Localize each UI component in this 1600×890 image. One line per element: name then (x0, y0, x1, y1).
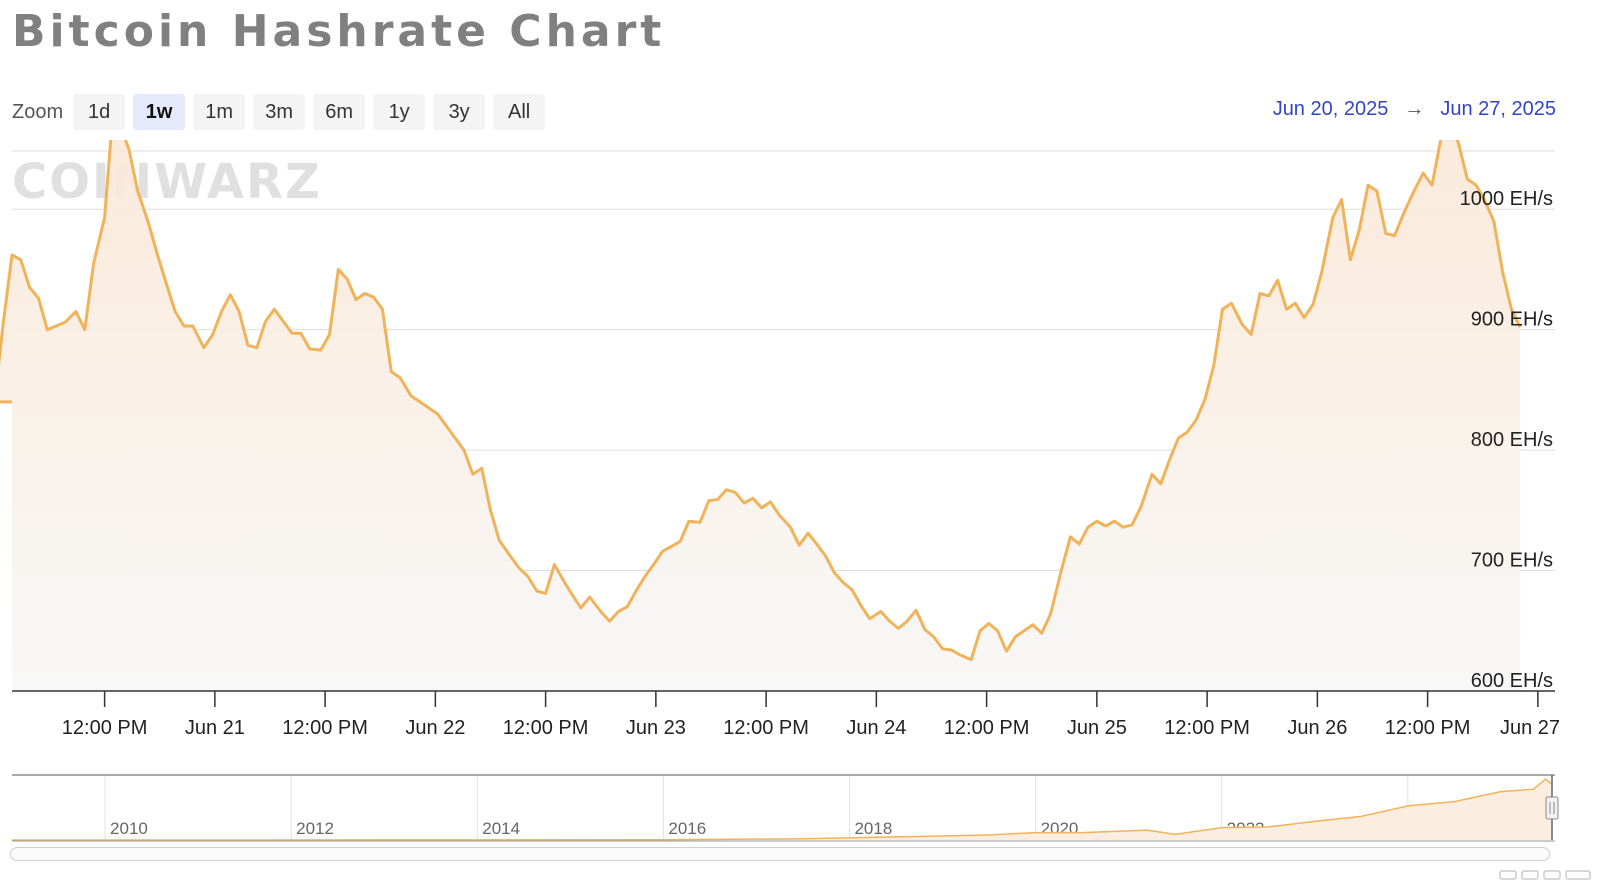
x-axis-ticks: 12:00 PM Jun 21 12:00 PM Jun 22 12:00 PM Jun … (62, 691, 1560, 739)
y-tick-label: 900 EH/s (1471, 309, 1553, 331)
y-tick-label: 700 EH/s (1471, 550, 1553, 572)
hashrate-chart[interactable]: COINWARZ 600 EH/s 700 EH/s 800 EH/s 900 EH/… (0, 140, 1600, 760)
zoom-1d-button[interactable]: 1d (73, 94, 126, 130)
zoom-1m-button[interactable]: 1m (193, 94, 246, 130)
navigator-year-label: 2014 (482, 819, 520, 838)
navigator-handle[interactable] (1545, 775, 1559, 840)
range-from-input[interactable]: Jun 20, 2025 (1272, 98, 1389, 120)
x-tick-label: 12:00 PM (62, 717, 148, 739)
navigator-year-label: 2010 (110, 819, 148, 838)
zoom-1w-button[interactable]: 1w (133, 94, 186, 130)
x-tick-label: Jun 26 (1287, 717, 1347, 739)
range-to-input[interactable]: Jun 27, 2025 (1440, 98, 1556, 120)
navigator-series-line (11, 778, 1553, 841)
date-range: Jun 20, 2025 → Jun 27, 2025 (1273, 98, 1556, 121)
x-tick-label: Jun 25 (1067, 717, 1127, 739)
zoom-all-button[interactable]: All (493, 94, 546, 130)
page-title: Bitcoin Hashrate Chart (12, 6, 666, 57)
x-tick-label: 12:00 PM (282, 717, 368, 739)
navigator-year-label: 2012 (296, 819, 334, 838)
navigator-chart[interactable]: 20102012201420162018202020222024 (0, 770, 1600, 846)
zoom-selector: Zoom 1d 1w 1m 3m 6m 1y 3y All (12, 94, 546, 130)
navigator-year-label: 2018 (854, 819, 892, 838)
y-tick-label: 800 EH/s (1471, 429, 1553, 451)
watermark-text: COINWARZ (12, 154, 322, 210)
x-tick-label: Jun 21 (185, 717, 245, 739)
hashrate-series-line (0, 140, 1522, 662)
zoom-1y-button[interactable]: 1y (373, 94, 426, 130)
y-axis-labels: 600 EH/s 700 EH/s 800 EH/s 900 EH/s 1000 EH/… (1460, 188, 1553, 692)
x-tick-label: 12:00 PM (944, 717, 1030, 739)
x-tick-label: Jun 22 (405, 717, 465, 739)
navigator-scrollbar[interactable] (10, 847, 1550, 861)
x-tick-label: Jun 23 (626, 717, 686, 739)
arrow-right-icon: → (1404, 98, 1425, 120)
zoom-label: Zoom (12, 100, 64, 123)
y-tick-label: 1000 EH/s (1460, 188, 1553, 210)
x-tick-label: 12:00 PM (723, 717, 809, 739)
x-tick-label: Jun 24 (846, 717, 906, 739)
zoom-3y-button[interactable]: 3y (433, 94, 486, 130)
coinwarz-watermark-logo: COINWARZ (12, 154, 322, 210)
navigator-area-fill (12, 779, 1552, 840)
navigator-handle-grip[interactable] (1545, 796, 1559, 820)
zoom-3m-button[interactable]: 3m (253, 94, 306, 130)
x-tick-label: 12:00 PM (1385, 717, 1471, 739)
site-watermark-logo (1499, 870, 1591, 880)
x-tick-label: 12:00 PM (1164, 717, 1250, 739)
y-tick-label: 600 EH/s (1471, 670, 1553, 692)
zoom-6m-button[interactable]: 6m (313, 94, 366, 130)
x-tick-label: Jun 27 (1500, 717, 1560, 739)
hashrate-area-fill (0, 140, 1521, 691)
x-tick-label: 12:00 PM (503, 717, 589, 739)
navigator-year-label: 2016 (668, 819, 706, 838)
